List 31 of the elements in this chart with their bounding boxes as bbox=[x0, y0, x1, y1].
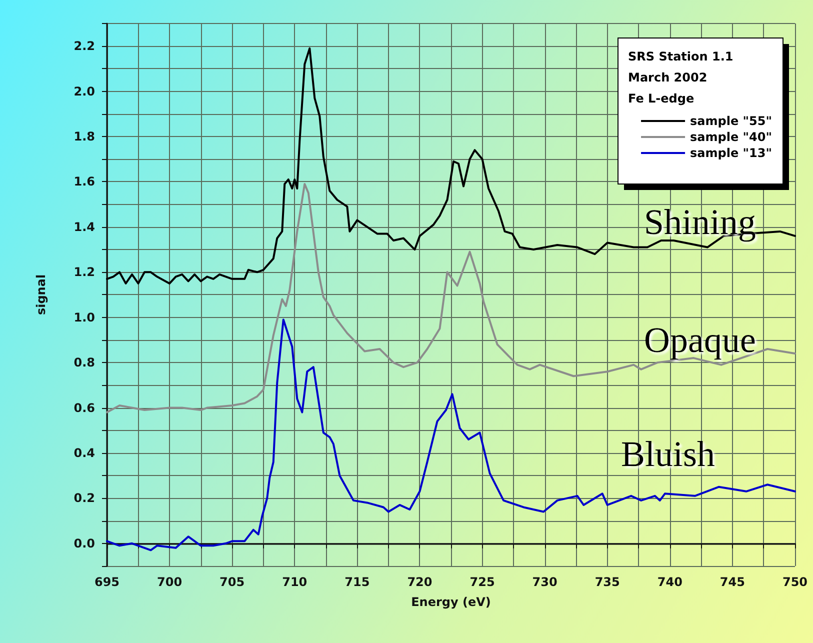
y-axis-title: signal bbox=[34, 274, 48, 316]
x-tick-label: 750 bbox=[782, 575, 808, 589]
x-tick-label: 730 bbox=[532, 575, 558, 589]
x-tick-label: 705 bbox=[220, 575, 245, 589]
y-tick-label: 0.4 bbox=[74, 446, 95, 460]
y-tick-label: 1.6 bbox=[74, 174, 95, 189]
y-tick-label: 1.8 bbox=[74, 130, 95, 144]
x-tick-label: 720 bbox=[407, 575, 432, 589]
legend-label: sample "40" bbox=[690, 130, 772, 144]
y-tick-label: 0.8 bbox=[74, 356, 95, 370]
legend-label: sample "13" bbox=[690, 146, 772, 160]
legend-label: sample "55" bbox=[690, 114, 772, 128]
x-tick-label: 745 bbox=[720, 575, 745, 589]
x-tick-label: 715 bbox=[344, 575, 370, 589]
y-tick-label: 2.2 bbox=[74, 39, 95, 54]
y-tick-label: 1.0 bbox=[74, 310, 95, 324]
line-series bbox=[106, 182, 796, 414]
y-tick-label: 1.4 bbox=[74, 220, 95, 234]
x-tick-label: 695 bbox=[94, 575, 120, 589]
x-tick-label: 735 bbox=[594, 575, 620, 589]
y-tick-label: 0.6 bbox=[74, 400, 95, 415]
y-tick-label: 0.2 bbox=[74, 491, 95, 506]
x-tick-label: 710 bbox=[282, 575, 308, 589]
x-tick-label: 725 bbox=[470, 575, 495, 589]
y-tick-label: 1.2 bbox=[74, 265, 95, 280]
y-tick-label: 2.0 bbox=[74, 84, 95, 98]
x-tick-label: 700 bbox=[157, 575, 182, 589]
line-series bbox=[106, 47, 796, 284]
x-tick-label: 740 bbox=[657, 575, 682, 589]
x-axis-title: Energy (eV) bbox=[411, 595, 491, 609]
y-tick-label: 0.0 bbox=[74, 536, 95, 550]
